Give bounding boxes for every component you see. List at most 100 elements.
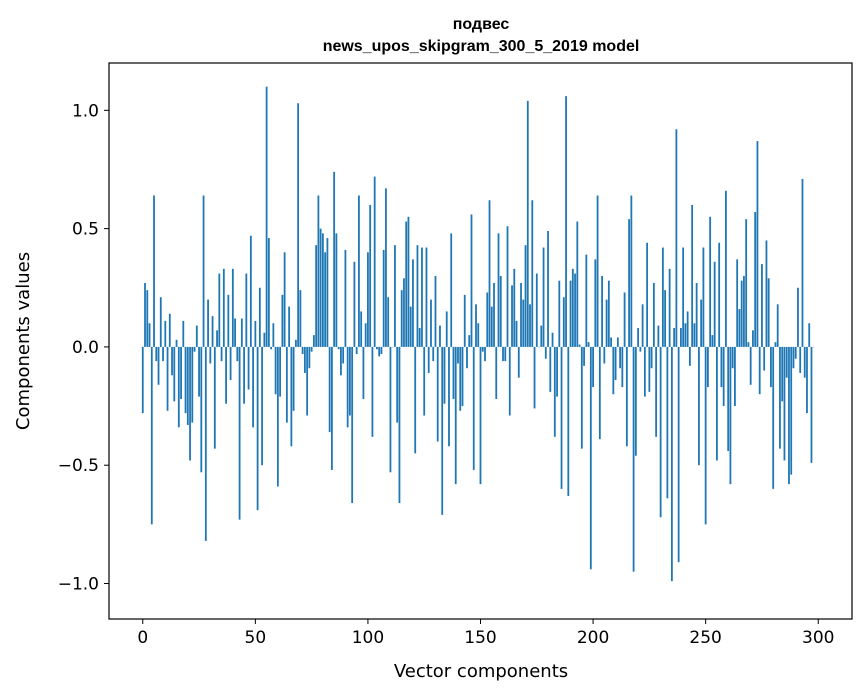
bar-114: [398, 346, 401, 504]
bar-27: [202, 195, 205, 347]
bar-210: [614, 346, 617, 381]
bar-17: [180, 346, 182, 399]
bar-6: [155, 346, 158, 362]
bar-10: [164, 320, 167, 347]
bar-211: [616, 337, 619, 347]
bar-212: [619, 346, 621, 369]
bar-19: [184, 346, 187, 414]
bar-113: [396, 346, 399, 423]
bar-148: [475, 304, 477, 347]
bar-227: [652, 283, 655, 347]
bar-63: [283, 252, 286, 347]
bar-42: [236, 346, 239, 362]
bar-226: [650, 346, 653, 369]
bar-96: [358, 195, 360, 347]
bar-185: [558, 280, 561, 347]
bar-197: [585, 254, 588, 347]
bar-147: [472, 346, 475, 470]
bar-180: [547, 230, 549, 347]
bar-146: [470, 214, 473, 347]
bar-15: [175, 339, 178, 347]
bar-136: [448, 346, 450, 447]
bar-163: [508, 346, 511, 416]
bar-231: [661, 247, 664, 347]
bar-140: [457, 346, 459, 364]
bar-196: [583, 346, 585, 366]
bar-68: [294, 339, 297, 347]
bar-286: [785, 346, 788, 378]
bar-205: [603, 346, 606, 364]
bar-97: [360, 311, 363, 347]
bar-18: [182, 320, 185, 347]
bar-221: [639, 346, 642, 352]
bar-126: [425, 247, 428, 347]
bar-127: [427, 346, 430, 373]
bar-189: [567, 346, 570, 496]
bar-259: [725, 190, 727, 347]
y-tick-label: 0.0: [72, 338, 99, 358]
bar-81: [324, 252, 327, 347]
bar-75: [310, 346, 313, 352]
bar-93: [351, 346, 354, 504]
bar-242: [686, 311, 689, 347]
bar-91: [346, 346, 349, 428]
bar-64: [285, 346, 288, 423]
bar-78: [317, 195, 320, 347]
bar-200: [592, 346, 594, 388]
bar-103: [373, 176, 376, 347]
bar-53: [261, 346, 263, 466]
bar-90: [344, 249, 347, 347]
bar-188: [565, 96, 567, 347]
bar-154: [488, 200, 491, 347]
bar-282: [776, 304, 779, 347]
bar-245: [693, 323, 696, 347]
bar-77: [315, 245, 318, 347]
bar-152: [484, 346, 486, 362]
bar-294: [803, 346, 806, 378]
bar-120: [412, 259, 414, 347]
bar-58: [272, 323, 275, 347]
bar-186: [560, 346, 563, 489]
bar-291: [797, 287, 799, 347]
x-tick-label: 200: [577, 628, 609, 648]
bar-32: [213, 346, 216, 449]
bar-261: [729, 346, 732, 485]
bar-73: [306, 346, 309, 416]
bar-244: [691, 204, 694, 347]
bar-43: [238, 346, 241, 520]
bar-150: [479, 346, 482, 485]
bar-203: [598, 346, 601, 440]
y-axis-ticks: 1.0 0.5 0.0 −0.5 −1.0: [58, 101, 109, 595]
bar-218: [632, 346, 635, 572]
bar-51: [256, 346, 259, 511]
bar-155: [490, 306, 493, 347]
bar-3: [148, 323, 151, 347]
y-tick-label: −0.5: [58, 456, 99, 476]
bar-139: [454, 346, 457, 485]
bar-184: [556, 346, 558, 397]
bar-165: [513, 268, 516, 347]
bar-45: [243, 346, 245, 404]
bar-285: [783, 346, 786, 461]
bar-192: [574, 273, 576, 347]
bar-278: [767, 278, 770, 347]
bar-183: [553, 346, 556, 437]
bar-141: [459, 346, 462, 411]
bar-250: [704, 346, 707, 525]
bar-107: [382, 249, 385, 347]
bar-254: [713, 261, 716, 347]
bar-4: [150, 346, 153, 525]
bar-153: [486, 292, 489, 347]
plot-frame: [108, 62, 853, 620]
x-axis-ticks: 0 50 100 150 200 250 300: [137, 619, 834, 648]
bar-48: [249, 235, 252, 347]
bar-7: [157, 346, 160, 385]
bar-195: [580, 346, 583, 449]
bar-130: [434, 275, 437, 347]
bar-47: [247, 346, 250, 390]
bar-194: [578, 344, 581, 347]
bar-193: [576, 221, 579, 347]
bar-31: [211, 316, 214, 347]
bar-275: [761, 264, 763, 347]
bar-67: [292, 346, 295, 411]
